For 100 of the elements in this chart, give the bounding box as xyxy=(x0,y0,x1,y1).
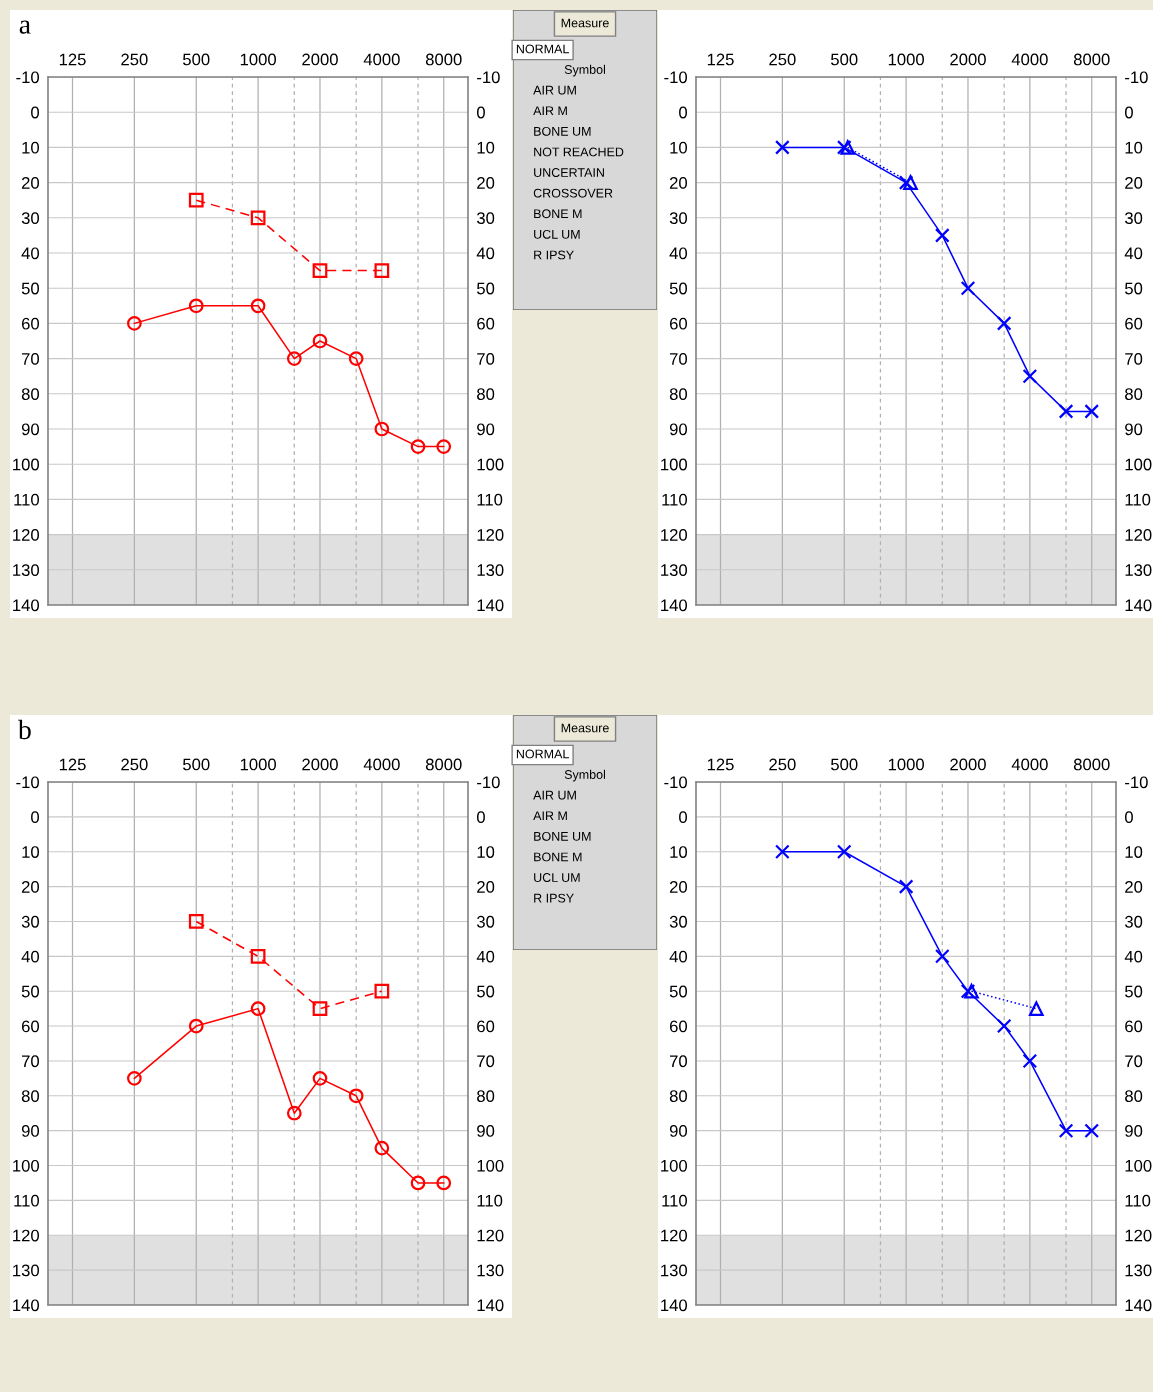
y2-tick-label: 140 xyxy=(477,1299,504,1312)
y-tick-label: 120 xyxy=(661,1229,688,1242)
y-tick-label: 90 xyxy=(21,1125,40,1137)
y-tick-label: 140 xyxy=(661,1299,688,1312)
y2-tick-label: 50 xyxy=(477,282,495,295)
chart-title: a xyxy=(19,20,31,34)
y-tick-label: 80 xyxy=(21,388,40,400)
y-tick-label: 80 xyxy=(21,1090,40,1102)
y-tick-label: 140 xyxy=(13,599,40,612)
x-tick-label: 125 xyxy=(707,53,734,66)
y-tick-label: 30 xyxy=(21,212,40,224)
text: NORMAL xyxy=(516,44,569,54)
y-tick-label: 120 xyxy=(13,529,40,541)
y2-tick-label: 10 xyxy=(1125,846,1143,858)
x-tick-label: 4000 xyxy=(363,758,400,771)
x-tick-label: 8000 xyxy=(1073,53,1110,66)
y2-tick-label: 80 xyxy=(477,388,495,400)
y-tick-label: 70 xyxy=(669,1055,688,1068)
y-tick-label: 100 xyxy=(661,458,688,471)
y2-tick-label: 130 xyxy=(1125,1264,1152,1277)
y-tick-label: 0 xyxy=(679,811,688,824)
y2-tick-label: 140 xyxy=(1125,599,1152,612)
text: NORMAL xyxy=(516,749,569,759)
x-tick-label: 1000 xyxy=(240,53,276,66)
y-tick-label: 110 xyxy=(14,1194,40,1207)
x-tick-label: 4000 xyxy=(1011,758,1048,771)
y2-tick-label: 20 xyxy=(477,177,495,189)
y2-tick-label: 140 xyxy=(1125,1299,1152,1312)
y2-tick-label: 100 xyxy=(477,1159,504,1172)
y2-tick-label: 30 xyxy=(476,212,495,224)
text: UNCERTAIN xyxy=(534,168,604,177)
x-tick-label: 125 xyxy=(707,758,734,771)
y2-tick-label: 50 xyxy=(477,985,495,998)
y-tick-label: 30 xyxy=(669,212,688,224)
y2-tick-label: 40 xyxy=(1124,950,1143,963)
y2-tick-label: 10 xyxy=(477,141,495,154)
y2-tick-label: 0 xyxy=(476,811,485,824)
y-tick-label: 60 xyxy=(21,1020,40,1033)
x-tick-label: 1000 xyxy=(888,758,924,771)
y2-tick-label: 0 xyxy=(1124,106,1133,119)
y-tick-label: 90 xyxy=(669,423,688,436)
text: UCL UM xyxy=(534,873,580,882)
x-tick-label: 8000 xyxy=(1073,758,1110,771)
y2-tick-label: -10 xyxy=(477,776,500,789)
y-tick-label: 130 xyxy=(13,564,40,576)
y2-tick-label: 10 xyxy=(1125,141,1143,154)
y-tick-label: 60 xyxy=(669,317,688,330)
y2-tick-label: 20 xyxy=(477,881,495,893)
x-tick-label: 250 xyxy=(121,758,148,771)
y-tick-label: 20 xyxy=(21,881,40,893)
y2-tick-label: -10 xyxy=(1125,71,1148,84)
y-tick-label: 0 xyxy=(31,106,40,119)
y-tick-label: 70 xyxy=(669,353,688,365)
y-tick-label: 120 xyxy=(13,1229,40,1242)
y-tick-label: 60 xyxy=(21,317,40,330)
x-tick-label: 250 xyxy=(121,53,148,66)
y2-tick-label: 30 xyxy=(1124,212,1143,224)
y-tick-label: -10 xyxy=(16,71,40,84)
x-tick-label: 500 xyxy=(183,758,210,771)
x-tick-label: 500 xyxy=(183,53,210,66)
y2-tick-label: 90 xyxy=(477,1125,495,1137)
y2-tick-label: 40 xyxy=(476,247,495,260)
x-tick-label: 8000 xyxy=(425,758,462,771)
y-tick-label: 40 xyxy=(669,950,688,963)
x-tick-label: 500 xyxy=(831,758,858,771)
text: NOT REACHED xyxy=(534,147,624,157)
x-tick-label: 4000 xyxy=(363,53,400,66)
y-tick-label: 130 xyxy=(13,1264,40,1277)
x-tick-label: 500 xyxy=(831,53,858,66)
y2-tick-label: 50 xyxy=(1125,282,1143,295)
y2-tick-label: 70 xyxy=(477,1055,495,1068)
y2-tick-label: 120 xyxy=(477,529,504,541)
y-tick-label: 50 xyxy=(21,282,40,295)
text: BONE UM xyxy=(534,831,591,841)
y2-tick-label: 0 xyxy=(476,106,485,119)
y2-tick-label: 60 xyxy=(477,1020,495,1033)
y2-tick-label: 90 xyxy=(1125,1125,1143,1137)
y-tick-label: 70 xyxy=(21,353,40,365)
y-tick-label: 10 xyxy=(22,846,40,858)
y-tick-label: 0 xyxy=(31,811,40,824)
y-tick-label: 10 xyxy=(22,141,40,154)
x-tick-label: 2000 xyxy=(302,758,338,771)
y-tick-label: 100 xyxy=(661,1159,688,1172)
y-tick-label: 60 xyxy=(669,1020,688,1033)
text: AIR UM xyxy=(533,85,576,95)
x-tick-label: 8000 xyxy=(425,53,462,66)
y-tick-label: 50 xyxy=(669,985,688,998)
y-tick-label: 90 xyxy=(669,1125,688,1137)
y2-tick-label: 70 xyxy=(477,353,495,365)
text: Symbol xyxy=(564,64,606,77)
y2-tick-label: 50 xyxy=(1125,985,1143,998)
y-tick-label: 100 xyxy=(13,458,40,471)
y2-tick-label: 110 xyxy=(1125,493,1151,506)
text: Symbol xyxy=(564,769,606,782)
y2-tick-label: 110 xyxy=(1125,1194,1151,1207)
y-tick-label: 40 xyxy=(21,950,40,963)
y2-tick-label: 120 xyxy=(1125,529,1152,541)
y-tick-label: 130 xyxy=(661,1264,688,1277)
x-tick-label: 1000 xyxy=(888,53,924,66)
text: AIR M xyxy=(533,106,567,116)
